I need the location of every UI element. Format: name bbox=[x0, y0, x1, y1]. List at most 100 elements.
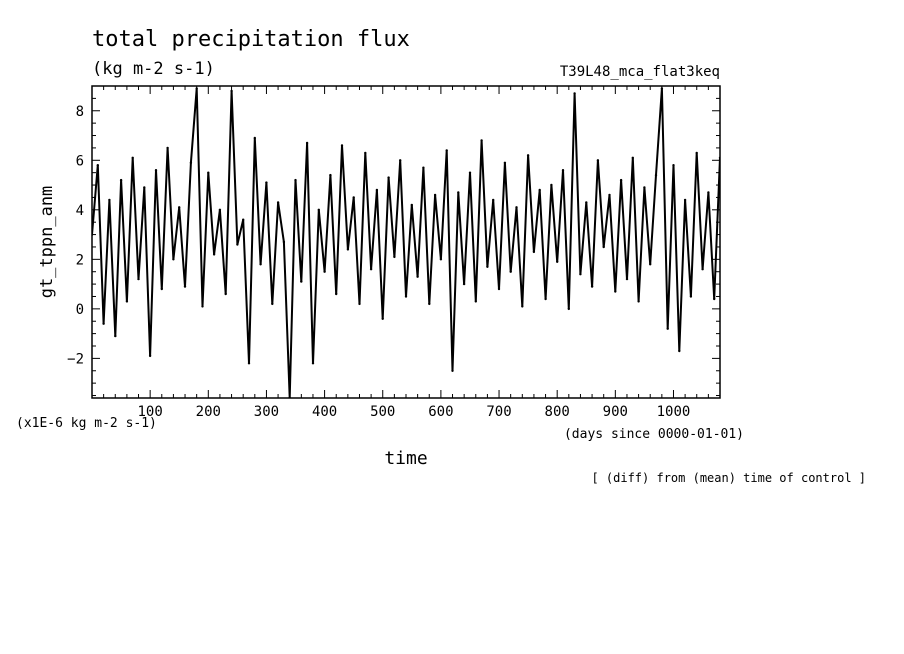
data-point bbox=[253, 136, 256, 140]
data-point bbox=[218, 208, 222, 211]
data-point bbox=[526, 154, 530, 157]
data-point bbox=[131, 156, 134, 159]
data-point bbox=[178, 206, 181, 209]
data-point bbox=[462, 282, 466, 286]
y-tick-label: 0 bbox=[76, 302, 84, 318]
data-point bbox=[172, 258, 175, 261]
data-point bbox=[433, 193, 437, 197]
data-point bbox=[154, 169, 158, 172]
data-point bbox=[416, 275, 419, 278]
data-point bbox=[643, 186, 646, 189]
data-point bbox=[393, 255, 396, 259]
units-label: (kg m-2 s-1) bbox=[92, 59, 215, 79]
data-point bbox=[422, 166, 425, 169]
data-point bbox=[317, 208, 320, 211]
data-point bbox=[265, 181, 268, 184]
data-point bbox=[567, 307, 570, 311]
data-point bbox=[521, 305, 524, 308]
data-point bbox=[201, 305, 204, 308]
data-point bbox=[614, 290, 617, 293]
data-point bbox=[358, 302, 361, 306]
data-point bbox=[375, 188, 379, 192]
data-point bbox=[346, 248, 350, 251]
y-tick-label: 2 bbox=[76, 252, 84, 268]
data-point bbox=[428, 302, 431, 306]
data-point bbox=[515, 206, 518, 209]
data-point bbox=[311, 362, 315, 365]
data-point bbox=[230, 89, 233, 93]
data-point bbox=[137, 277, 140, 281]
data-point bbox=[573, 92, 576, 95]
x-tick-label: 800 bbox=[545, 404, 570, 420]
data-point bbox=[271, 302, 274, 306]
data-point bbox=[602, 245, 605, 249]
data-point bbox=[474, 300, 477, 303]
x-tick-label: 900 bbox=[603, 404, 628, 420]
data-point bbox=[114, 334, 117, 338]
series-line bbox=[92, 88, 720, 398]
data-point bbox=[387, 176, 390, 179]
x-tick-label: 300 bbox=[254, 404, 279, 420]
data-point bbox=[550, 183, 553, 187]
data-point bbox=[125, 300, 129, 303]
data-point bbox=[439, 258, 443, 261]
data-point bbox=[96, 164, 100, 167]
scale-note: (x1E-6 kg m-2 s-1) bbox=[16, 416, 157, 431]
y-tick-label: 8 bbox=[76, 104, 84, 120]
data-point bbox=[480, 139, 483, 142]
y-tick-label: 4 bbox=[76, 203, 84, 219]
data-point bbox=[294, 178, 297, 182]
y-tick-label: 6 bbox=[76, 153, 84, 169]
data-point bbox=[631, 156, 634, 159]
data-point bbox=[497, 287, 501, 291]
data-point bbox=[364, 151, 367, 155]
x-tick-label: 600 bbox=[428, 404, 453, 420]
data-point bbox=[596, 159, 600, 162]
data-point bbox=[486, 265, 489, 268]
data-point bbox=[695, 151, 698, 155]
data-point bbox=[666, 327, 669, 330]
data-point bbox=[189, 161, 193, 164]
data-point bbox=[683, 198, 687, 202]
data-point bbox=[212, 253, 216, 256]
chart-title: total precipitation flux bbox=[92, 27, 410, 52]
data-point bbox=[561, 169, 565, 172]
data-point bbox=[451, 369, 454, 372]
data-point bbox=[468, 171, 472, 174]
data-point bbox=[590, 285, 594, 288]
data-point bbox=[672, 164, 675, 167]
data-point bbox=[242, 218, 245, 221]
x-tick-label: 100 bbox=[137, 404, 162, 420]
x-tick-label: 500 bbox=[370, 404, 395, 420]
data-point bbox=[340, 144, 344, 147]
data-point bbox=[276, 201, 280, 204]
data-point bbox=[259, 263, 262, 266]
data-point bbox=[538, 188, 541, 192]
data-point bbox=[492, 198, 495, 202]
data-point bbox=[102, 322, 105, 325]
data-point bbox=[329, 173, 332, 177]
data-point bbox=[119, 178, 123, 182]
data-point bbox=[625, 277, 629, 281]
data-point bbox=[143, 186, 146, 189]
data-point bbox=[236, 243, 239, 246]
data-point bbox=[410, 203, 413, 207]
data-point bbox=[532, 250, 536, 254]
data-point bbox=[585, 201, 588, 204]
data-point bbox=[282, 240, 286, 244]
axis-ticks: 100 200 300 400 500 600 700 800 900 1000 −2 0 2 4 6 8 bbox=[67, 85, 720, 420]
data-point bbox=[544, 297, 547, 301]
data-point bbox=[637, 300, 640, 303]
data-point bbox=[369, 268, 373, 271]
x-tick-label: 200 bbox=[196, 404, 221, 420]
data-point bbox=[224, 292, 227, 296]
data-point bbox=[399, 159, 402, 162]
data-point bbox=[654, 173, 658, 177]
data-point bbox=[457, 191, 460, 194]
data-point bbox=[300, 280, 303, 283]
data-point bbox=[160, 287, 163, 291]
data-point bbox=[503, 161, 507, 164]
x-tick-label: 700 bbox=[486, 404, 511, 420]
data-layer bbox=[92, 87, 720, 398]
